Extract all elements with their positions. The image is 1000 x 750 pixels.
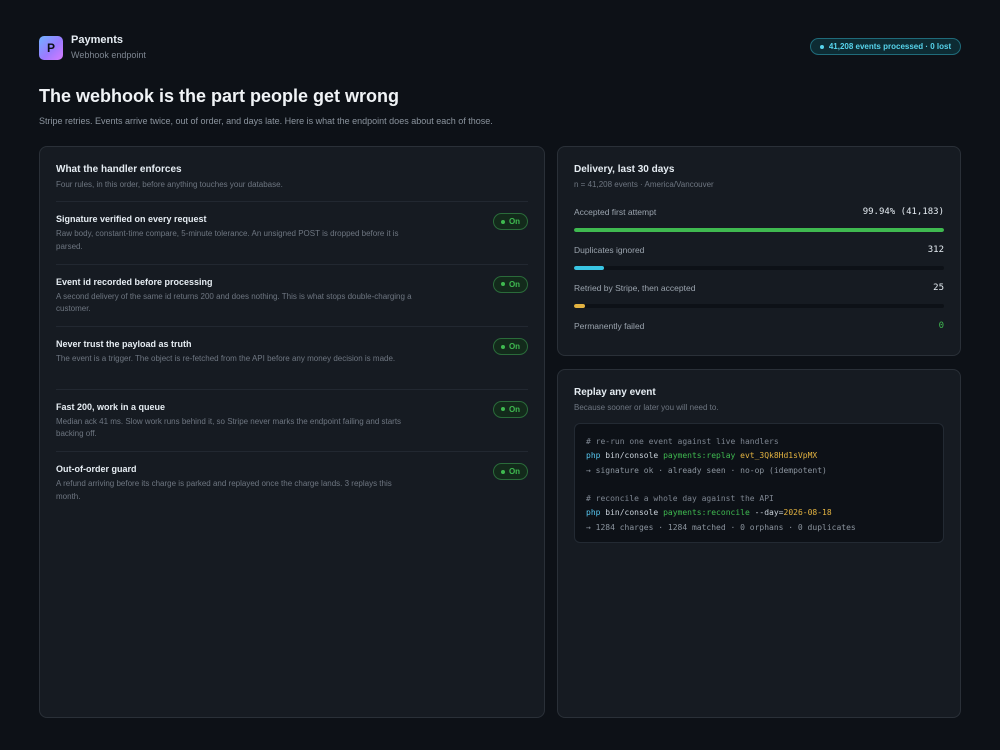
rules-list: Signature verified on every request Raw …	[56, 201, 528, 514]
code-output: → 1284 charges · 1284 matched · 0 orphan…	[586, 522, 856, 532]
app-subtitle: Webhook endpoint	[71, 50, 146, 60]
rule-description: Raw body, constant-time compare, 5-minut…	[56, 229, 399, 251]
metric-failed: Permanently failed 0	[574, 321, 944, 331]
rule-title: Event id recorded before processing	[56, 276, 213, 287]
progress-fill-retried	[574, 304, 585, 308]
metric-accepted: Accepted first attempt 99.94% (41,183)	[574, 207, 944, 232]
rule-item: Never trust the payload as truth The eve…	[56, 326, 528, 389]
code-argument: 2026-08-18	[783, 508, 832, 518]
toggle-dot-icon	[500, 219, 505, 224]
toggle-label: On	[508, 467, 521, 476]
delivery-stats-card: Delivery, last 30 days n = 41,208 events…	[557, 146, 961, 356]
metric-value: 99.94% (41,183)	[862, 207, 944, 217]
toggle-label: On	[508, 404, 521, 414]
rule-title: Signature verified on every request	[56, 214, 207, 224]
rule-title: Fast 200, work in a queue	[56, 401, 166, 412]
page-title: The webhook is the part people get wrong	[39, 86, 400, 106]
rule-description: A refund arriving before its charge is p…	[56, 479, 392, 501]
status-dot-icon	[819, 44, 824, 49]
rule-toggle-event-id[interactable]: On	[493, 275, 528, 293]
rule-description: The event is a trigger. The object is re…	[56, 354, 396, 363]
progress-track	[574, 304, 944, 308]
rule-title: Out-of-order guard	[56, 464, 137, 474]
rule-description: A second delivery of the same id returns…	[56, 291, 412, 314]
page-subtitle: Stripe retries. Events arrive twice, out…	[39, 116, 493, 126]
rule-item: Signature verified on every request Raw …	[56, 201, 528, 264]
toggle-label: On	[508, 279, 521, 289]
code-output: → signature ok · already seen · no-op (i…	[586, 465, 827, 475]
rule-item: Fast 200, work in a queue Median ack 41 …	[56, 388, 528, 452]
code-php: php	[586, 508, 601, 518]
events-processed-badge: 41,208 events processed · 0 lost	[810, 38, 961, 55]
replay-card: Replay any event Because sooner or later…	[557, 369, 961, 718]
handler-rules-card: What the handler enforces Four rules, in…	[39, 146, 545, 718]
toggle-dot-icon	[500, 282, 505, 286]
metric-value: 25	[933, 283, 944, 293]
rule-toggle-out-of-order[interactable]: On	[493, 463, 528, 480]
rule-description: Median ack 41 ms. Slow work runs behind …	[56, 416, 402, 439]
app-name: Payments	[71, 34, 123, 46]
metric-label: Duplicates ignored	[574, 245, 645, 255]
code-argument: evt_3Qk8Hd1sVpMX	[735, 451, 818, 461]
toggle-dot-icon	[500, 469, 505, 474]
progress-track	[574, 266, 944, 270]
replay-card-subtitle: Because sooner or later you will need to…	[574, 403, 719, 412]
code-php: php	[586, 451, 601, 461]
metric-value: 0	[938, 321, 944, 331]
code-bin: bin/console	[600, 508, 664, 518]
code-command: payments:replay	[663, 451, 736, 461]
app-titles: Payments Webhook endpoint	[71, 34, 146, 62]
code-bin: bin/console	[600, 451, 664, 461]
code-blank-line	[586, 478, 932, 492]
rule-item: Out-of-order guard A refund arriving bef…	[56, 451, 528, 514]
rule-toggle-queue[interactable]: On	[493, 400, 528, 418]
toggle-label: On	[508, 217, 521, 226]
delivery-card-subtitle: n = 41,208 events · America/Vancouver	[574, 180, 714, 189]
replay-card-title: Replay any event	[574, 387, 656, 398]
rule-toggle-signature[interactable]: On	[493, 213, 528, 230]
app-logo: P	[39, 36, 63, 60]
code-flag: --day=	[749, 508, 784, 518]
app-header: P Payments Webhook endpoint	[39, 34, 146, 62]
toggle-label: On	[508, 342, 521, 351]
metric-label: Retried by Stripe, then accepted	[574, 283, 696, 293]
events-badge-text: 41,208 events processed · 0 lost	[828, 42, 952, 51]
code-comment: # re-run one event against live handlers	[586, 437, 779, 446]
progress-fill-accepted	[574, 228, 944, 232]
code-command-line: php bin/console payments:replay evt_3Qk8…	[586, 449, 932, 463]
metric-label: Accepted first attempt	[574, 207, 657, 217]
code-block[interactable]: # re-run one event against live handlers…	[574, 423, 944, 543]
rule-item: Event id recorded before processing A se…	[56, 263, 528, 327]
progress-fill-duplicates	[574, 266, 605, 270]
rules-card-subtitle: Four rules, in this order, before anythi…	[56, 180, 283, 189]
code-command-line: php bin/console payments:reconcile --day…	[586, 506, 932, 520]
code-comment: # reconcile a whole day against the API	[586, 494, 774, 504]
metric-value: 312	[927, 245, 944, 255]
rules-card-title: What the handler enforces	[56, 164, 182, 175]
rule-toggle-payload-trust[interactable]: On	[493, 338, 528, 355]
toggle-dot-icon	[500, 344, 505, 349]
metric-duplicates: Duplicates ignored 312	[574, 245, 944, 270]
code-command: payments:reconcile	[663, 508, 750, 518]
delivery-card-title: Delivery, last 30 days	[574, 164, 675, 175]
rule-title: Never trust the payload as truth	[56, 339, 192, 349]
metric-retried: Retried by Stripe, then accepted 25	[574, 283, 944, 308]
toggle-dot-icon	[500, 407, 505, 411]
progress-track	[574, 228, 944, 232]
metric-label: Permanently failed	[574, 321, 645, 331]
